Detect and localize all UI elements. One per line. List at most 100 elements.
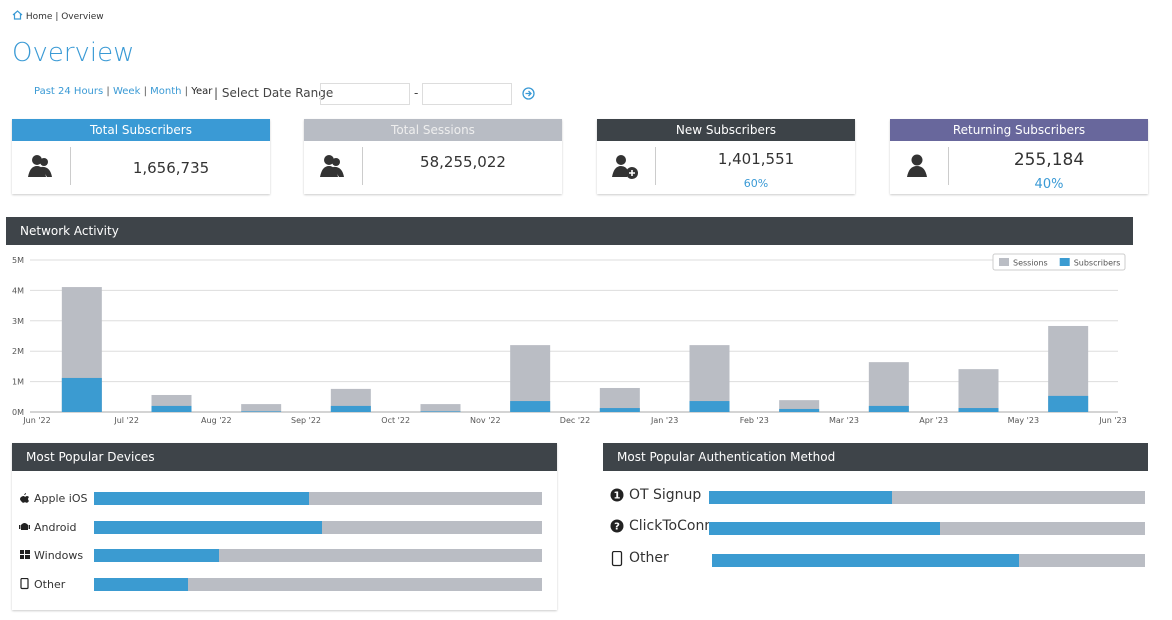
row-label: Other — [629, 550, 669, 566]
row-label: Apple iOS — [34, 492, 88, 505]
bar — [779, 408, 820, 412]
progress-fill — [712, 554, 1020, 567]
bar — [151, 405, 192, 412]
go-button[interactable] — [522, 87, 535, 100]
x-tick-label: Oct '22 — [381, 416, 410, 425]
date-range-label: | Select Date Range — [214, 86, 334, 100]
legend-label: Subscribers — [1074, 259, 1121, 268]
progress-fill — [94, 577, 189, 591]
range-options: Past 24 Hours | Week | Month | Year — [34, 86, 213, 97]
row-label: OT Signup — [629, 487, 702, 503]
auth-panel: Most Popular Authentication Method — [603, 443, 1148, 568]
progress-track — [709, 491, 1145, 504]
page-title: Overview — [12, 38, 135, 68]
card-value: 255,184 — [1013, 150, 1085, 170]
bar — [868, 362, 909, 412]
breadcrumb: Home | Overview — [12, 10, 104, 22]
svg-text:?: ? — [614, 522, 620, 533]
bar — [510, 345, 551, 412]
x-tick-label: Sep '22 — [291, 416, 321, 425]
card-icon — [28, 155, 52, 177]
crumb[interactable]: Home — [25, 12, 53, 22]
date-input[interactable] — [422, 83, 512, 105]
legend-swatch — [1059, 258, 1070, 266]
bar — [420, 404, 461, 412]
card-icon — [612, 155, 638, 179]
range-option[interactable]: Past 24 Hours — [34, 86, 104, 97]
date-input[interactable] — [320, 83, 410, 105]
progress-fill — [709, 522, 941, 535]
divider — [362, 147, 363, 185]
stat-card: Returning Subscribers 255,184 40% — [890, 119, 1148, 194]
card-value: 58,255,022 — [420, 153, 506, 171]
progress-track — [94, 549, 542, 562]
panel-header: Network Activity — [6, 217, 1133, 245]
svg-text:1: 1 — [614, 491, 621, 502]
y-tick-label: 0M — [12, 408, 24, 417]
divider — [70, 147, 71, 185]
card-header: New Subscribers — [597, 119, 855, 141]
card-percent: 40% — [1034, 177, 1064, 192]
bar — [420, 411, 461, 412]
y-tick-label: 3M — [12, 317, 24, 326]
card-value: 1,401,551 — [717, 150, 795, 168]
card-value: 1,656,735 — [132, 159, 210, 177]
x-tick-label: Nov '22 — [470, 416, 501, 425]
progress-track — [94, 577, 542, 591]
card-icon — [907, 154, 927, 177]
range-option[interactable]: Month — [150, 86, 182, 97]
chart: 0M 1M 2M 3M 4M 5M Jun '22 Jul '22 Aug '22 Sep '22… — [12, 253, 1127, 425]
bar — [599, 387, 640, 412]
bar — [599, 408, 640, 412]
bar — [330, 405, 371, 412]
row-label: Windows — [34, 549, 84, 562]
x-tick-label: May '23 — [1008, 416, 1039, 425]
x-tick-label: Mar '23 — [829, 416, 859, 425]
progress-track — [94, 492, 542, 505]
bar — [689, 345, 730, 412]
x-tick-label: Dec '22 — [560, 416, 590, 425]
panel-header: Most Popular Authentication Method — [603, 443, 1148, 471]
x-tick-label: Apr '23 — [919, 416, 948, 425]
row-icon — [20, 493, 29, 503]
row-icon: ? — [610, 519, 624, 533]
x-tick-label: Aug '22 — [201, 416, 232, 425]
progress-fill — [94, 492, 310, 505]
legend-label: Sessions — [1013, 259, 1048, 268]
progress-track — [94, 520, 542, 534]
panel-header: Most Popular Devices — [12, 443, 557, 471]
row-icon — [20, 550, 30, 559]
bar — [868, 405, 909, 412]
bar — [241, 404, 282, 412]
divider — [948, 147, 949, 185]
bar — [779, 400, 820, 412]
bar — [241, 411, 282, 412]
devices-panel: Most Popular Devices — [12, 443, 557, 610]
row-label: Other — [34, 577, 66, 591]
card-header: Total Sessions — [304, 119, 562, 141]
stat-card: Total Subscribers 1,656,735 — [12, 119, 270, 194]
stat-card: New Subscribers 1,401,551 60% — [597, 119, 855, 194]
row-label: Android — [34, 520, 77, 534]
home-icon — [12, 10, 23, 20]
range-option[interactable]: Year — [191, 86, 213, 97]
label: Select Date Range — [221, 86, 334, 100]
range-option[interactable]: Week — [112, 86, 141, 97]
row-label: ClickToConn — [629, 518, 714, 534]
bar — [958, 369, 999, 412]
x-tick-label: Jul '22 — [113, 416, 139, 425]
x-tick-label: Jan '23 — [650, 416, 678, 425]
card-header: Returning Subscribers — [890, 119, 1148, 141]
progress-track — [712, 554, 1145, 567]
legend-swatch — [999, 258, 1009, 266]
x-tick-label: Feb '23 — [740, 416, 769, 425]
row-icon — [19, 522, 30, 530]
y-tick-label: 4M — [12, 286, 24, 295]
bar — [510, 401, 551, 412]
card-icon — [320, 155, 344, 177]
row-icon: 1 — [610, 488, 624, 502]
progress-fill — [94, 549, 220, 562]
row-icon — [611, 551, 623, 567]
x-tick-label: Jun '23 — [1098, 416, 1126, 425]
y-tick-label: 5M — [12, 256, 24, 265]
